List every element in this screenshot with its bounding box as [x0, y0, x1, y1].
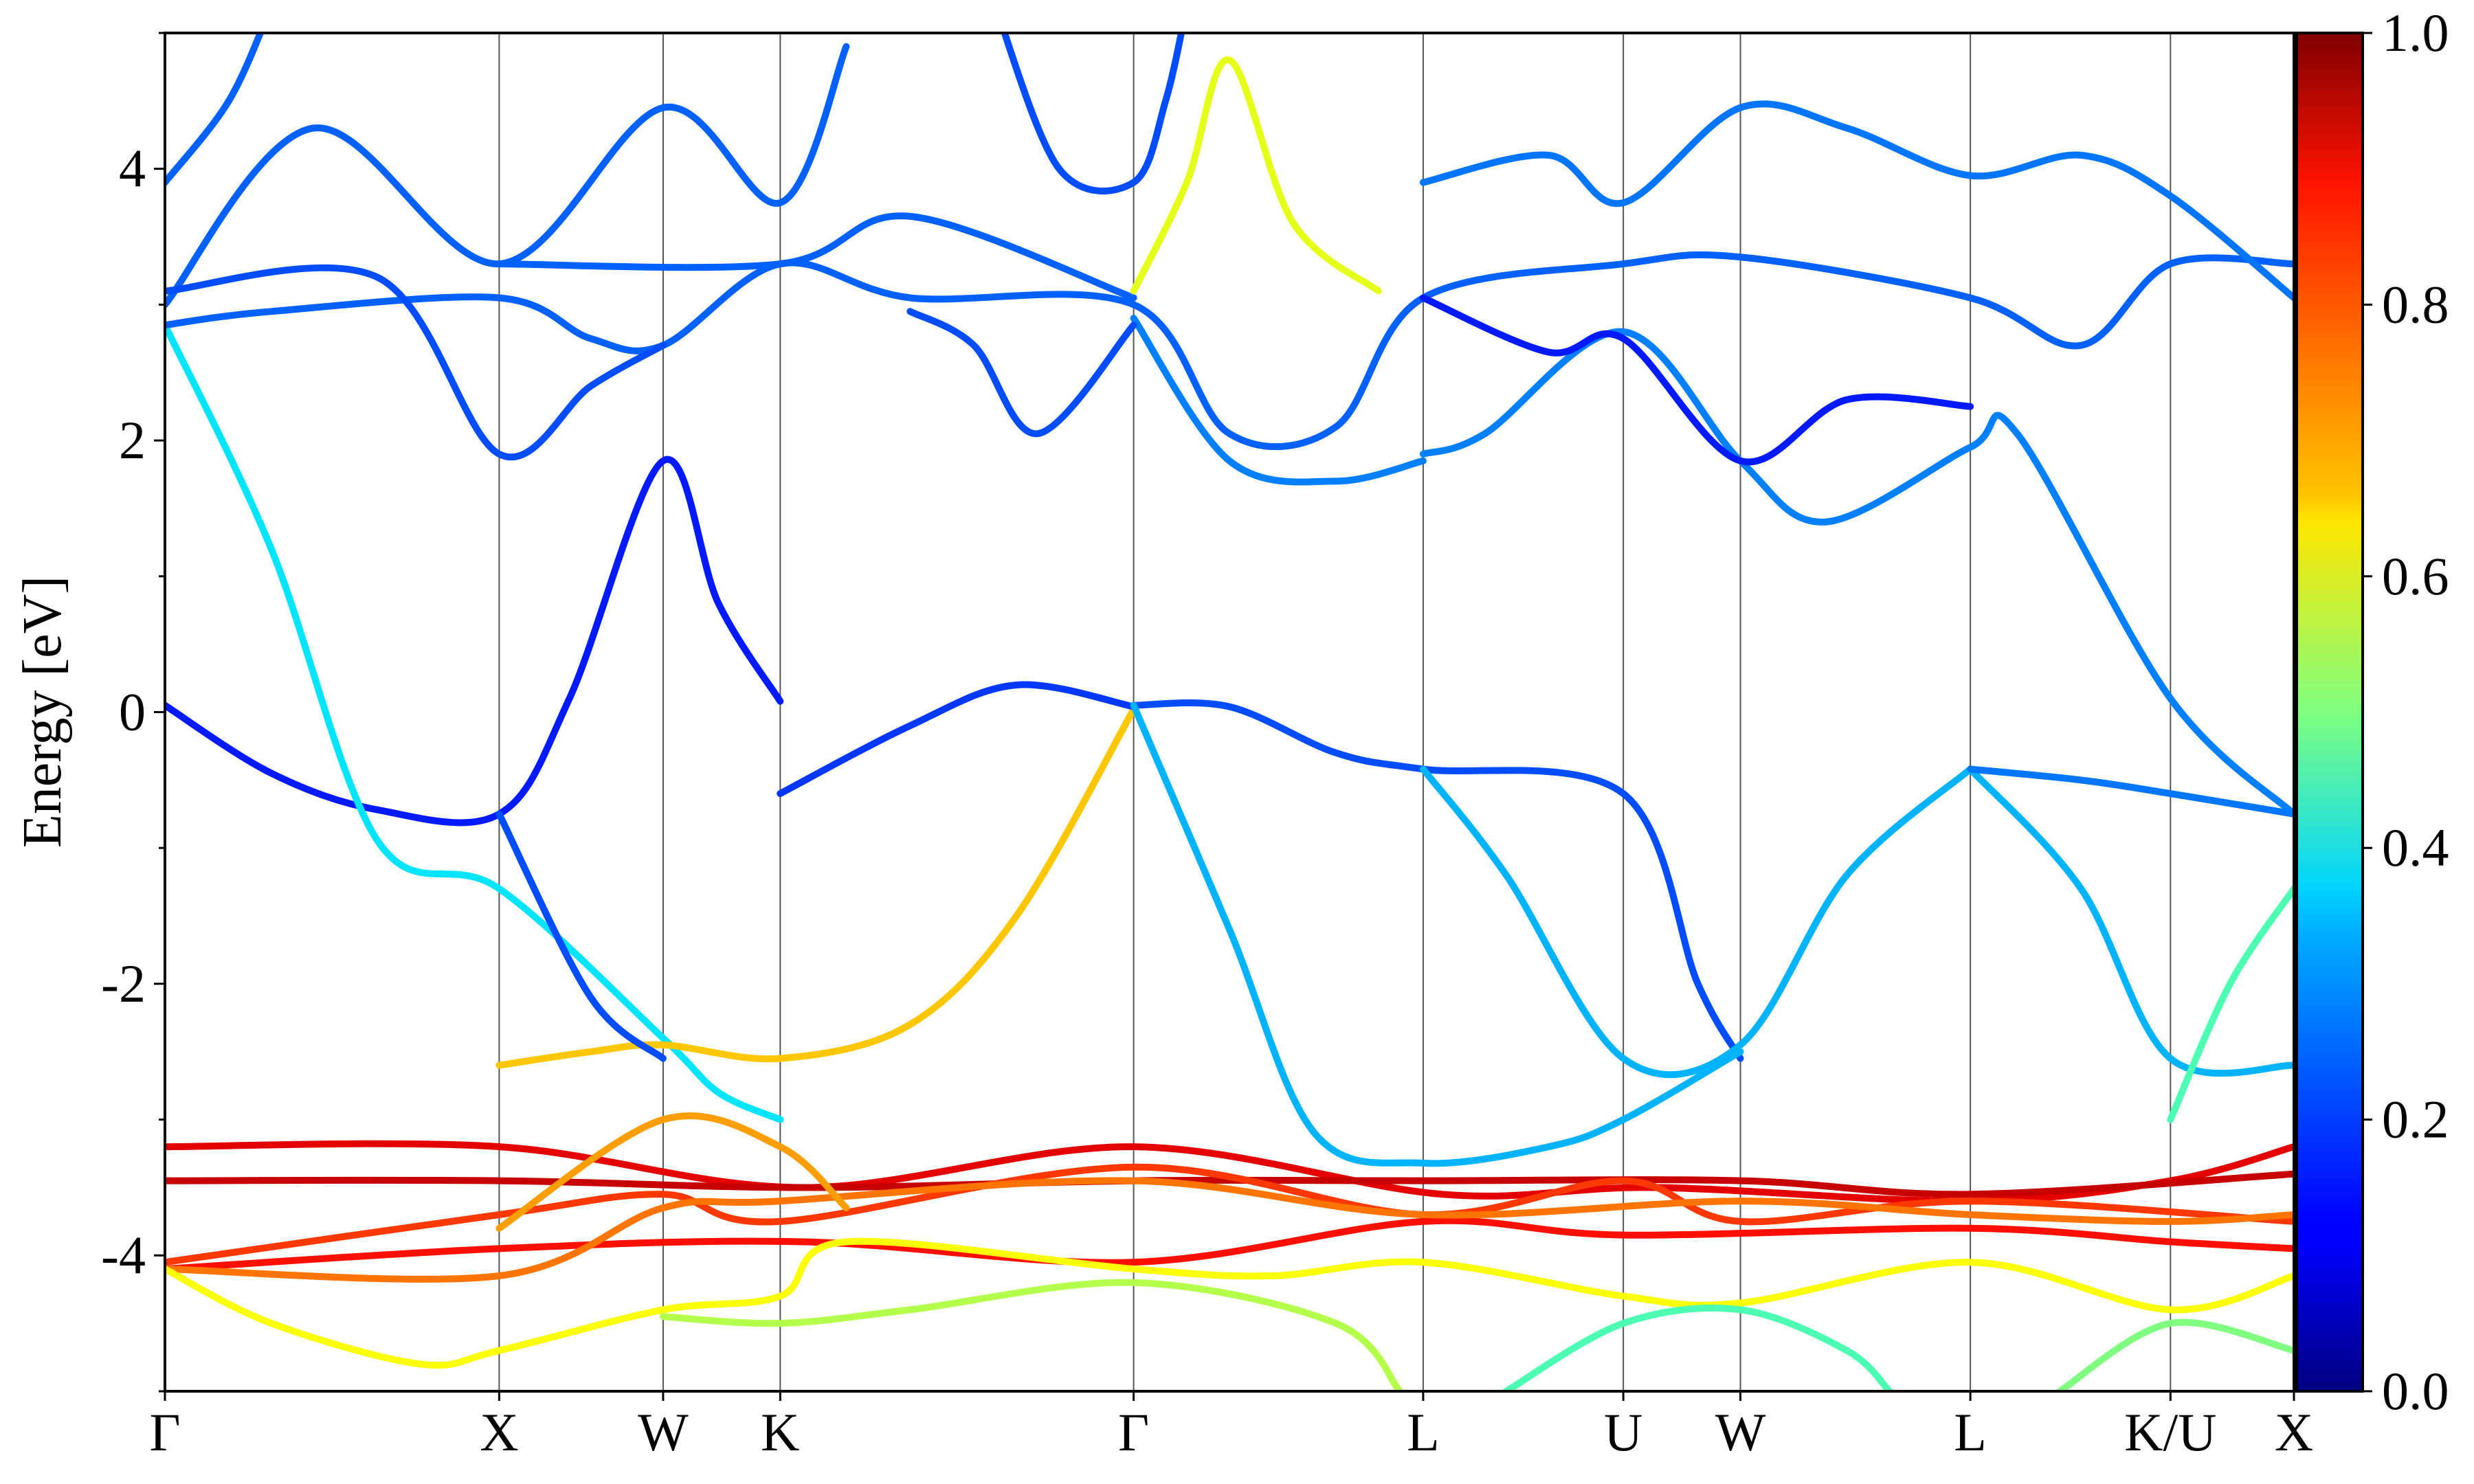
band-line-28: [165, 1237, 2294, 1369]
band-line-7: [1419, 765, 1974, 1079]
x-tick-label: L: [1407, 1402, 1440, 1462]
band-line-9: [1967, 765, 2294, 818]
band-line-15: [165, 264, 667, 461]
band-line-17: [495, 212, 1137, 302]
colorbar: 0.0 0.2 0.4 0.6 0.8 1.0: [2295, 3, 2449, 1421]
band-line-32: [2056, 1318, 2294, 1391]
band-line-2: [495, 706, 1137, 1069]
band-line-14: [165, 43, 850, 308]
x-axis-ticks: Γ X W K Γ L U W L K/U X: [149, 1391, 2313, 1462]
band-line-4: [495, 810, 667, 1062]
band-line-18: [906, 308, 1137, 438]
band-line-16: [165, 33, 265, 186]
band-line-19: [1001, 33, 1185, 195]
x-tick-label: X: [480, 1402, 518, 1462]
band-line-10: [2167, 885, 2294, 1123]
x-tick-label: X: [2275, 1402, 2313, 1462]
band-line-8: [1967, 765, 2294, 1077]
x-tick-label: Γ: [1118, 1402, 1149, 1462]
y-tick-label: 0: [119, 682, 146, 742]
band-lines: [165, 33, 2294, 1391]
band-line-6: [1130, 701, 1744, 1167]
colorbar-tick-label: 0.4: [2382, 818, 2449, 877]
x-tick-label: Γ: [149, 1402, 180, 1462]
colorbar-tick-label: 0.2: [2382, 1090, 2449, 1149]
band-line-12: [1419, 328, 2294, 818]
band-line-31: [1502, 1304, 1893, 1391]
x-tick-label: W: [1715, 1402, 1766, 1462]
band-line-0: [165, 456, 784, 827]
colorbar-tick-label: 0.0: [2382, 1361, 2449, 1421]
band-line-21: [1419, 100, 2294, 302]
y-tick-label: -2: [101, 954, 146, 1013]
band-line-13: [1130, 315, 1427, 486]
band-line-3: [777, 681, 1137, 798]
band-line-22: [1419, 294, 1974, 466]
colorbar-gradient: [2295, 32, 2364, 1393]
y-tick-label: 4: [119, 139, 146, 199]
x-tick-label: W: [638, 1402, 689, 1462]
band-line-29: [659, 1279, 1403, 1391]
y-tick-label: 2: [119, 410, 146, 470]
colorbar-tick-label: 0.8: [2382, 274, 2449, 334]
colorbar-tick-label: 1.0: [2382, 3, 2449, 63]
colorbar-tick-label: 0.6: [2382, 546, 2449, 606]
x-tick-label: U: [1604, 1402, 1642, 1462]
band-line-20: [1130, 56, 1382, 295]
band-line-11: [165, 251, 2294, 451]
band-line-5: [1130, 699, 1744, 1062]
x-tick-label: K: [761, 1402, 799, 1462]
band-line-30: [495, 1112, 850, 1232]
x-tick-label: K/U: [2124, 1402, 2216, 1462]
band-line-27: [165, 1177, 2294, 1283]
band-line-26: [165, 1217, 2294, 1273]
band-line-1: [165, 322, 784, 1123]
y-axis-title: Energy [eV]: [12, 576, 73, 848]
y-axis-ticks: -4 -2 0 2 4: [101, 32, 165, 1393]
x-tick-label: L: [1954, 1402, 1987, 1462]
y-tick-label: -4: [101, 1225, 146, 1285]
